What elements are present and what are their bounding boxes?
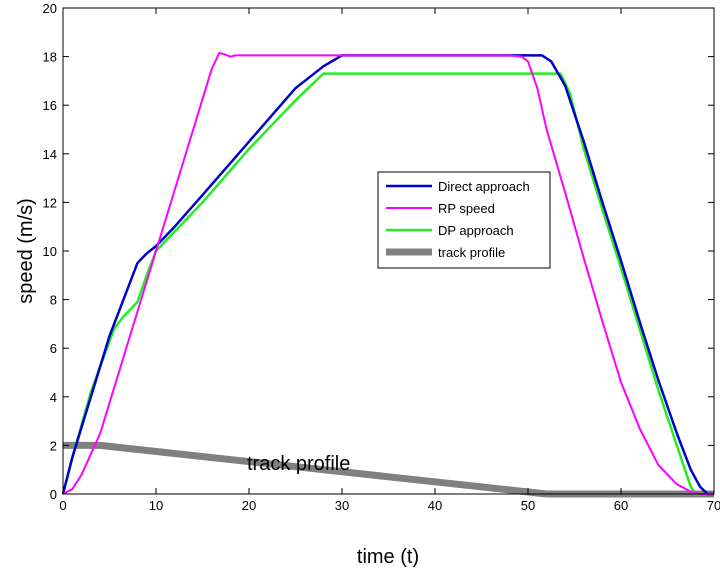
y-tick-label: 8 (50, 293, 57, 308)
y-tick-label: 16 (43, 98, 57, 113)
series-line-rp-speed (62, 51, 714, 495)
legend-label-direct-approach: Direct approach (438, 179, 530, 194)
y-tick-label: 2 (50, 438, 57, 453)
legend-label-rp-speed: RP speed (438, 201, 495, 216)
x-tick-label: 70 (707, 498, 720, 513)
legend-label-dp-approach: DP approach (438, 223, 514, 238)
y-axis-title: speed (m/s) (15, 198, 37, 304)
y-tick-label: 10 (43, 244, 57, 259)
y-tick-label: 20 (43, 1, 57, 16)
x-axis-title: time (t) (357, 546, 419, 568)
x-tick-label: 20 (242, 498, 256, 513)
y-tick-label: 4 (50, 390, 57, 405)
x-tick-label: 30 (335, 498, 349, 513)
ticks-layer: 0 10 20 30 40 50 60 70 0 2 4 6 8 10 12 14 16 18 20 (43, 1, 720, 513)
x-tick-label: 50 (521, 498, 535, 513)
y-tick-label: 0 (50, 487, 57, 502)
x-tick-label: 0 (59, 498, 66, 513)
series-line-dp-approach (61, 72, 714, 496)
x-tick-label: 40 (428, 498, 442, 513)
y-tick-label: 6 (50, 341, 57, 356)
track-profile-annotation: track profile (247, 453, 350, 475)
x-tick-label: 10 (149, 498, 163, 513)
y-tick-label: 14 (43, 147, 57, 162)
y-tick-label: 18 (43, 50, 57, 65)
legend-label-track-profile: track profile (438, 245, 505, 260)
y-tick-label: 12 (43, 195, 57, 210)
legend: Direct approach RP speed DP approach track … (377, 171, 551, 269)
x-tick-label: 60 (614, 498, 628, 513)
